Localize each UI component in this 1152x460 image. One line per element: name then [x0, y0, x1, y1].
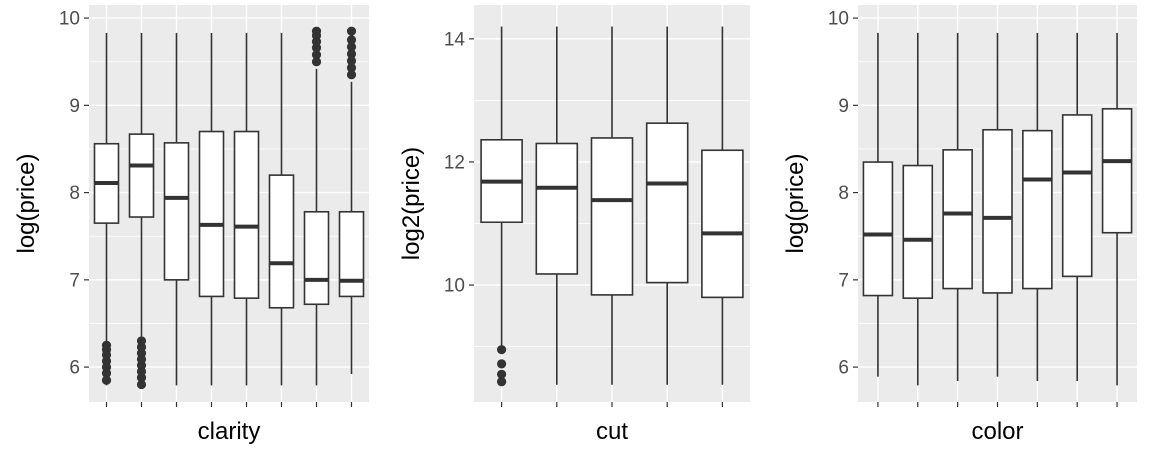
y-tick-label: 14	[444, 29, 466, 50]
outlier-point	[136, 379, 147, 390]
box-iqr	[645, 122, 689, 284]
outlier-point	[497, 359, 507, 369]
box-iqr	[1061, 114, 1093, 278]
box-iqr	[982, 128, 1013, 294]
box-iqr	[128, 133, 155, 218]
outlier-point	[346, 42, 357, 52]
box-iqr	[233, 130, 260, 299]
outlier-point	[346, 49, 357, 59]
box-iqr	[163, 142, 190, 281]
y-axis-label: log2(price)	[398, 147, 425, 260]
outlier-point	[346, 26, 357, 36]
outlier-point	[497, 345, 507, 355]
box-color-5	[1022, 32, 1053, 382]
box-clarity-3	[163, 32, 190, 386]
panel-cut: 10 12 14 cut log2(price)	[398, 5, 750, 445]
y-tick-label: 10	[444, 276, 465, 297]
box-clarity-7	[303, 26, 330, 386]
box-cut-4	[645, 26, 689, 385]
outlier-point	[101, 375, 112, 385]
box-clarity-8	[338, 26, 365, 375]
x-axis-label: cut	[596, 418, 628, 445]
box-iqr	[590, 137, 634, 296]
box-color-6	[1061, 32, 1093, 382]
box-iqr	[902, 164, 934, 299]
y-axis-label: log(price)	[13, 153, 40, 253]
outlier-point	[101, 340, 112, 350]
outlier-point	[311, 50, 322, 60]
box-iqr	[338, 210, 365, 298]
y-tick-label: 8	[838, 183, 849, 204]
box-color-4	[982, 32, 1013, 377]
box-clarity-6	[268, 32, 295, 386]
y-tick-label: 9	[838, 96, 849, 117]
y-tick-label: 9	[69, 96, 80, 117]
outlier-point	[346, 56, 357, 66]
y-tick-label: 8	[69, 183, 80, 204]
box-iqr	[268, 174, 295, 309]
outlier-point	[311, 26, 322, 36]
box-color-1	[862, 32, 894, 377]
box-clarity-4	[198, 32, 225, 386]
box-iqr	[535, 142, 579, 275]
box-clarity-2	[128, 32, 155, 390]
box-iqr	[862, 161, 894, 297]
outlier-point	[497, 369, 507, 379]
outlier-point	[346, 63, 357, 73]
box-clarity-1	[93, 32, 120, 386]
box-iqr	[1022, 129, 1053, 290]
y-axis-label: log(price)	[782, 153, 809, 253]
outlier-point	[346, 35, 357, 45]
box-iqr	[198, 130, 225, 298]
box-cut-2	[535, 26, 579, 385]
y-tick-label: 7	[69, 270, 80, 291]
y-tick-label: 12	[444, 152, 465, 173]
y-tick-label: 10	[59, 9, 80, 30]
x-axis-label: color	[971, 418, 1023, 445]
outlier-point	[311, 57, 322, 67]
outlier-point	[346, 70, 357, 80]
box-color-3	[942, 32, 973, 382]
panel-clarity: 6 7 8 9 10 clarity log(price)	[13, 5, 369, 445]
box-color-2	[902, 32, 934, 386]
y-tick-label: 10	[828, 9, 849, 30]
y-tick-label: 6	[838, 358, 849, 379]
box-cut-5	[701, 26, 744, 385]
y-tick-label: 6	[69, 358, 80, 379]
box-iqr	[701, 149, 744, 299]
box-iqr	[942, 149, 973, 290]
y-tick-label: 7	[838, 270, 849, 291]
outlier-point	[497, 377, 507, 387]
box-cut-3	[590, 26, 634, 385]
box-cut-1	[480, 26, 523, 387]
x-axis-label: clarity	[198, 418, 261, 445]
box-color-7	[1101, 32, 1133, 386]
panel-color: 6 7 8 9 10 color log(price)	[782, 5, 1137, 445]
box-iqr	[303, 210, 330, 306]
outlier-point	[136, 336, 147, 346]
box-clarity-5	[233, 32, 260, 386]
box-iqr	[1101, 108, 1133, 234]
